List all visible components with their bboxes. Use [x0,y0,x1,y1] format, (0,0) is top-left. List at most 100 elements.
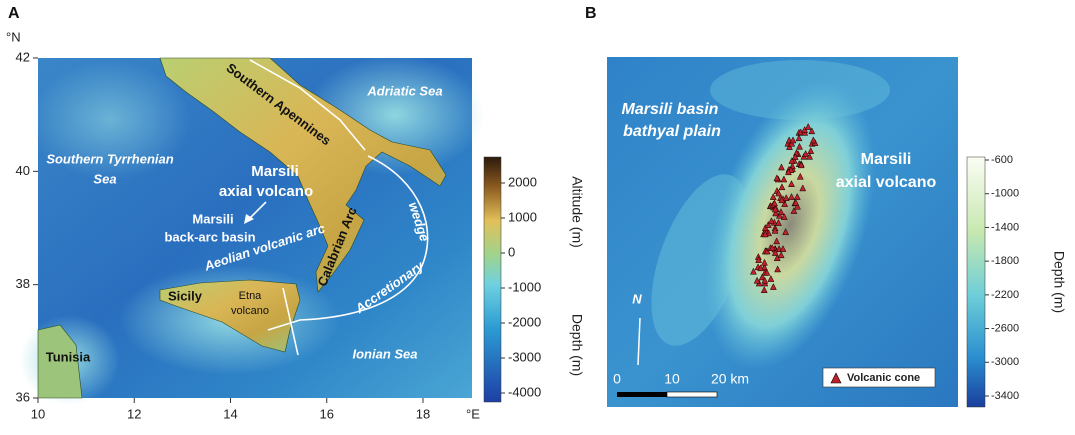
volcanic-cone [795,134,803,142]
volcanic-cone [767,275,775,282]
volcanic-cone [789,136,797,144]
map-label: Tunisia [46,349,91,364]
colorbar-tick-label: -3400 [991,390,1019,402]
lat-tick-label: 40 [16,163,30,178]
volcanic-cone [780,213,788,220]
map-b [607,57,958,407]
volcanic-cone [755,256,763,263]
lon-tick-label: 14 [223,406,237,421]
colorbar-tick-label: 1000 [508,209,537,224]
volcanic-cone [804,123,812,130]
volcanic-cone [778,163,785,171]
colorbar-tick-label: -1000 [991,188,1019,200]
lon-tick-label: 18 [416,406,430,421]
map-label: back-arc basin [164,229,255,244]
colorbar-tick-label: -1800 [991,255,1019,267]
map-label: Ionian Sea [352,346,417,361]
volcanic-cone [771,249,779,256]
volcanic-cone [792,198,800,206]
colorbar [483,156,502,403]
volcanic-cone [760,286,768,293]
volcanic-cone [773,237,781,245]
volcanic-cone [785,168,792,176]
scale-label: 0 [613,371,621,387]
colorbar-tick-label: -3000 [508,349,541,364]
volcanic-cone [773,174,781,182]
volcanic-cone [794,202,801,210]
map-label: Adriatic Sea [366,83,442,98]
volcanic-cone [782,194,790,201]
colorbar-label: Altitude (m) [569,176,585,248]
colorbar-tick-label: -1000 [508,279,541,294]
colorbar-tick-label: -2200 [991,289,1019,301]
volcanic-cone [779,245,787,252]
map-label: Sicily [168,288,203,303]
volcanic-cone [806,152,814,160]
map-label: Sea [93,171,116,186]
volcanic-cone [782,228,790,235]
map-label: Etna [239,290,263,302]
colorbar-tick-label: 2000 [508,174,537,189]
colorbar-tick-label: -4000 [508,384,541,399]
volcanic-cone [757,264,765,272]
volcanic-cone [777,208,785,215]
lat-tick-label: 36 [16,389,30,404]
volcanic-cone [771,205,779,213]
volcanic-cone [775,189,783,197]
map-label: volcano [231,305,269,317]
volcanic-cone [809,136,817,144]
lon-tick-label: 16 [320,406,334,421]
volcanic-cone [778,183,786,191]
map-label: Marsili [861,151,912,168]
volcanic-cones [750,123,819,293]
volcanic-cone [807,147,815,154]
scale-label: 10 [664,371,680,387]
lat-tick-label: 38 [16,276,30,291]
lat-unit: °N [6,29,21,44]
colorbar-tick-label: -2600 [991,322,1019,334]
colorbar-label: Depth (m) [1051,251,1067,313]
volcanic-cone [772,209,780,217]
map-label: Marsili [251,163,299,180]
map-a [20,55,485,405]
colorbar-tick-label: -1400 [991,221,1019,233]
volcanic-cone [750,267,757,275]
volcanic-cone [778,196,786,204]
volcanic-cone [781,200,789,207]
volcanic-cone [788,180,795,187]
map-label: bathyal plain [623,123,721,140]
volcanic-cone [768,244,776,251]
legend-label: Volcanic cone [847,372,920,384]
colorbar-tick-label: -3000 [991,356,1019,368]
volcanic-cone [777,251,785,259]
volcanic-cone [791,153,799,160]
lat-tick-label: 42 [16,49,30,64]
volcanic-cone [761,258,768,266]
volcanic-cone [761,230,769,238]
map-label: Southern Tyrrhenian [46,151,173,166]
panel-letter: B [585,5,597,22]
volcanic-cone [763,268,771,276]
volcanic-cone [797,161,805,169]
volcanic-cone [788,193,795,200]
map-label: axial volcano [836,174,937,191]
volcanic-cone [788,139,796,147]
volcanic-cone [760,263,768,271]
volcanic-cone [796,142,803,150]
scale-label: 20 km [711,371,749,387]
lon-unit: °E [466,406,480,421]
volcanic-cone [780,175,788,183]
volcanic-cone [753,276,761,284]
north-arrow: N [632,291,642,306]
volcanic-cone [768,217,775,225]
volcanic-cone [761,276,769,284]
colorbar-tick-label: 0 [508,244,515,259]
map-label: axial volcano [219,183,313,200]
volcanic-cone [808,127,816,135]
volcanic-cone [764,221,772,228]
map-label: Marsili basin [622,101,719,118]
volcanic-cone [769,193,777,200]
volcanic-cone [771,199,778,207]
map-label: Marsili [192,211,233,226]
